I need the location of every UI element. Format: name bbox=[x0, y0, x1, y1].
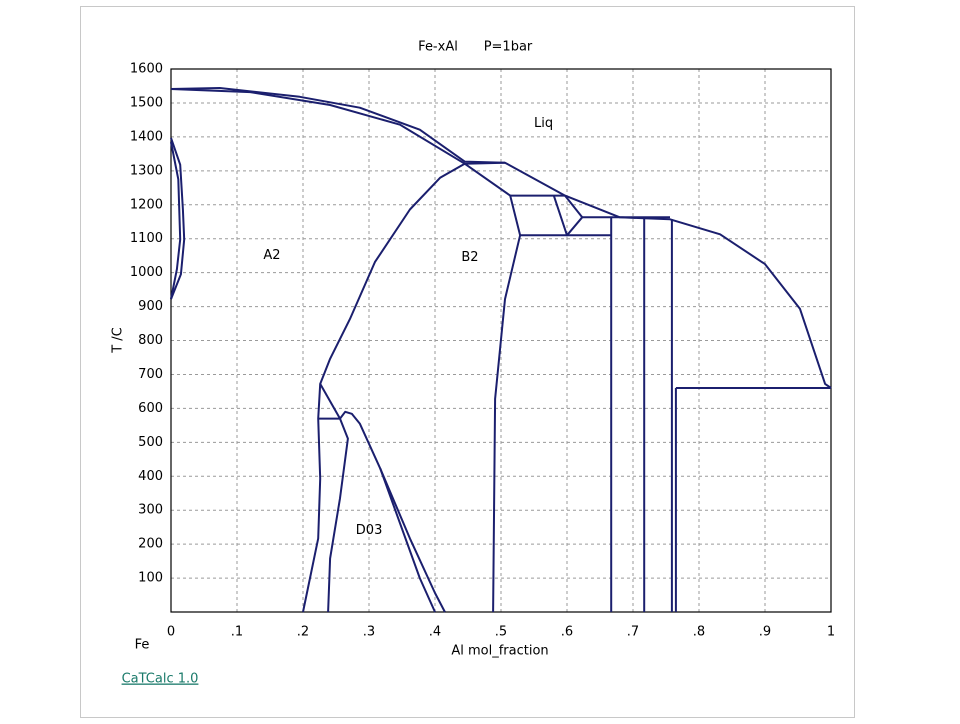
phase-boundary bbox=[170, 137, 186, 300]
y-tick-label: 1200 bbox=[130, 197, 163, 212]
y-tick-label: 1500 bbox=[130, 95, 163, 110]
x-tick-label: .4 bbox=[429, 625, 441, 640]
annotation: B2 bbox=[461, 250, 478, 265]
phase-boundary bbox=[564, 194, 583, 218]
x-tick-label: .6 bbox=[561, 625, 573, 640]
chart-subtitle: P=1bar bbox=[484, 40, 533, 55]
y-tick-label: 700 bbox=[138, 367, 163, 382]
phase-boundary bbox=[464, 162, 522, 613]
x-tick-label: .5 bbox=[495, 625, 507, 640]
plot-border bbox=[170, 68, 832, 613]
origin-label: Fe bbox=[135, 638, 150, 653]
phase-boundary bbox=[302, 162, 466, 613]
x-axis-label: Al mol_fraction bbox=[451, 644, 548, 659]
x-tick-label: .2 bbox=[297, 625, 309, 640]
frame bbox=[80, 6, 855, 718]
x-tick-label: .7 bbox=[627, 625, 639, 640]
phase-boundary bbox=[327, 418, 349, 613]
y-tick-label: 100 bbox=[138, 571, 163, 586]
annotation: A2 bbox=[263, 248, 280, 263]
y-tick-label: 200 bbox=[138, 537, 163, 552]
phase-boundary bbox=[170, 141, 182, 300]
y-tick-label: 1400 bbox=[130, 129, 163, 144]
phase-boundary bbox=[552, 195, 670, 237]
y-tick-label: 1000 bbox=[130, 265, 163, 280]
y-tick-label: 300 bbox=[138, 503, 163, 518]
footer-link-text[interactable]: CaTCalc 1.0 bbox=[122, 672, 199, 687]
annotation: D03 bbox=[356, 523, 383, 538]
x-tick-label: 1 bbox=[827, 625, 835, 640]
y-tick-label: 900 bbox=[138, 299, 163, 314]
x-tick-label: .3 bbox=[363, 625, 375, 640]
x-tick-label: .1 bbox=[231, 625, 243, 640]
y-tick-label: 1600 bbox=[130, 62, 163, 77]
y-tick-label: 600 bbox=[138, 401, 163, 416]
phase-boundary bbox=[379, 468, 436, 613]
phase-boundary bbox=[319, 383, 341, 420]
y-tick-label: 500 bbox=[138, 435, 163, 450]
chart-title: Fe-xAl bbox=[418, 40, 458, 55]
y-tick-label: 1100 bbox=[130, 231, 163, 246]
footer-link[interactable]: CaTCalc 1.0 bbox=[122, 672, 199, 687]
x-tick-label: .9 bbox=[759, 625, 771, 640]
y-tick-label: 800 bbox=[138, 333, 163, 348]
x-tick-label: 0 bbox=[167, 625, 175, 640]
phase-boundary bbox=[170, 88, 506, 165]
x-tick-label: .8 bbox=[693, 625, 705, 640]
y-tick-label: 400 bbox=[138, 469, 163, 484]
y-tick-label: 1300 bbox=[130, 163, 163, 178]
annotation: Liq bbox=[534, 116, 553, 131]
phase-boundary bbox=[318, 410, 446, 613]
y-axis-label: T /C bbox=[111, 327, 126, 354]
